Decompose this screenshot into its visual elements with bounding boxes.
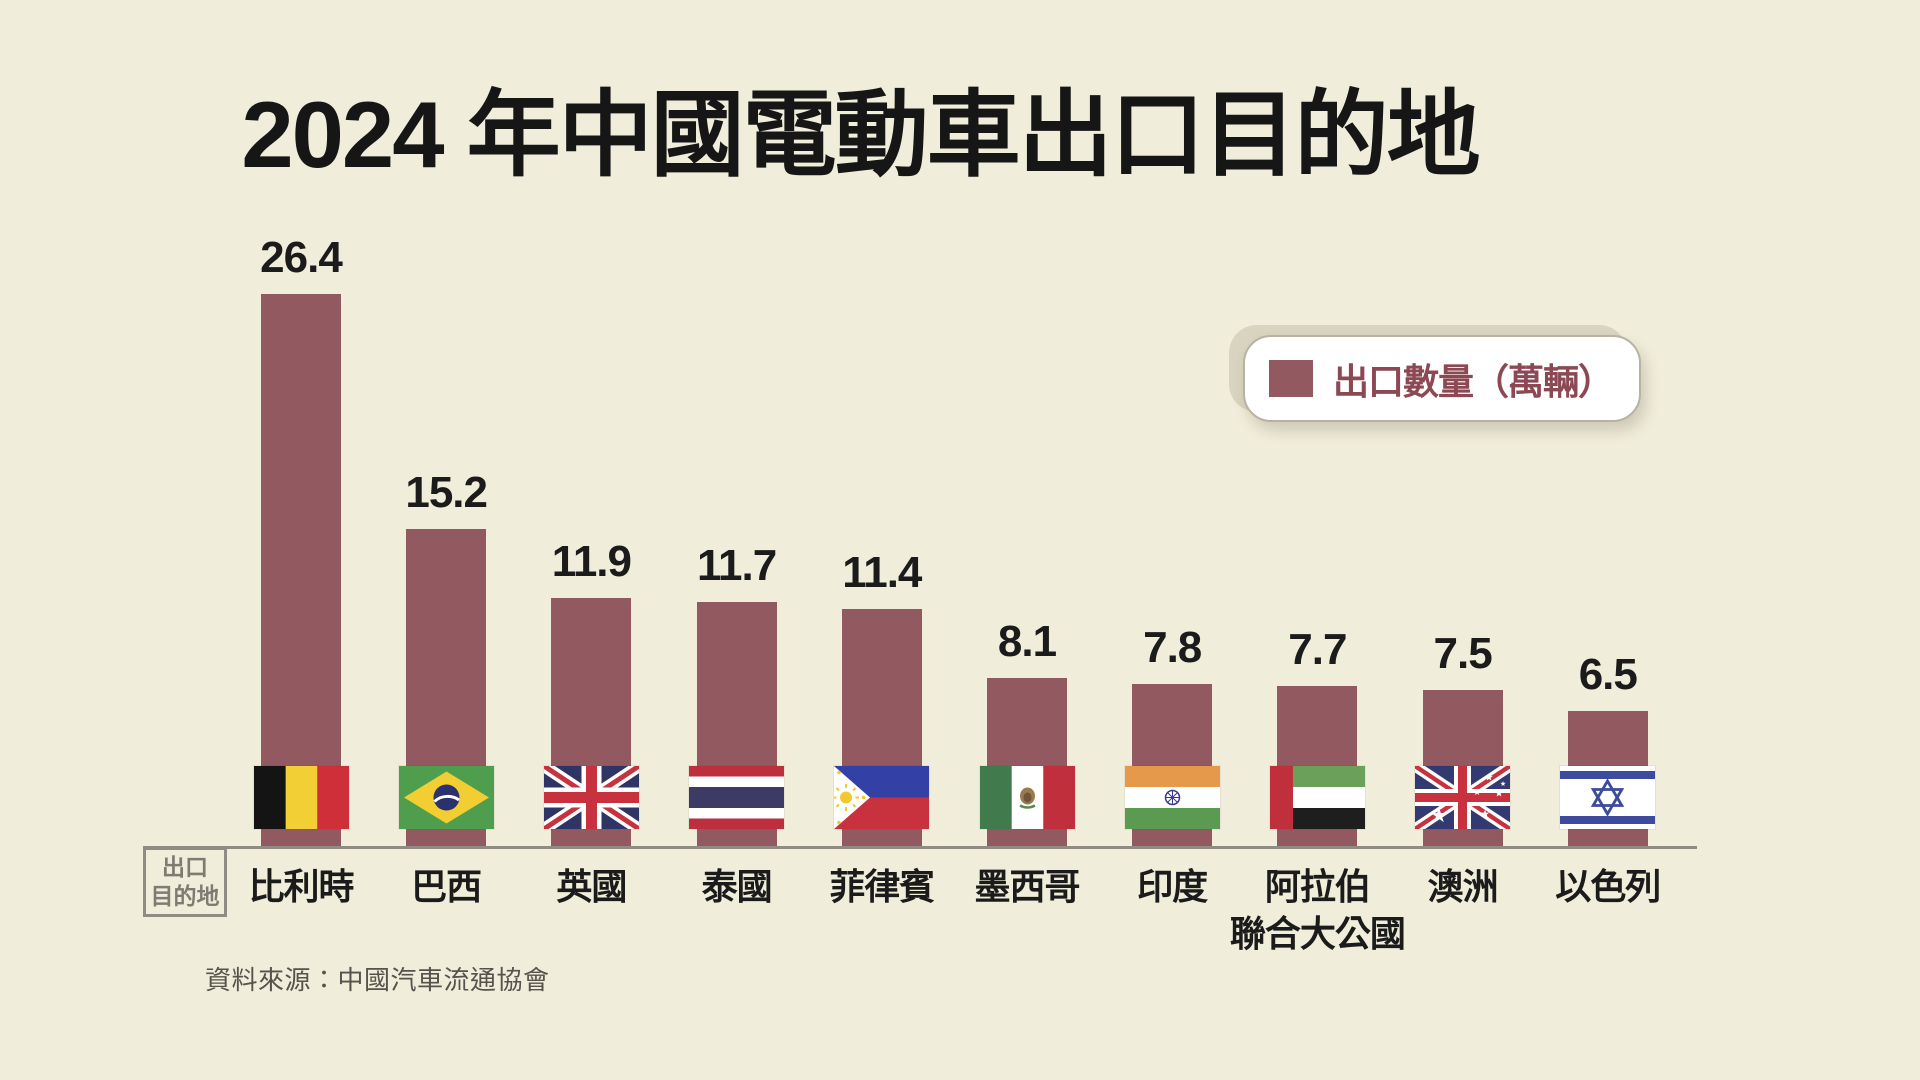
uae-flag-icon [1269, 766, 1365, 829]
bar-value-label: 15.2 [405, 468, 488, 517]
axis-origin-line1: 出口 [162, 854, 208, 881]
bar-value-label: 7.5 [1433, 629, 1493, 678]
israel-flag-icon [1560, 766, 1656, 829]
uk-flag-icon [543, 766, 639, 829]
legend: 出口數量（萬輛） [1243, 335, 1642, 422]
axis-origin-label: 出口 目的地 [143, 847, 227, 917]
page-title: 2024 年中國電動車出口目的地 [241, 82, 1480, 187]
bar-value-label: 7.7 [1288, 625, 1347, 674]
legend-label: 出口數量（萬輛） [1333, 360, 1614, 402]
category-label: 以色列 [1555, 866, 1661, 907]
bar-value-label: 11.9 [551, 537, 632, 586]
category-label: 比利時 [248, 866, 354, 907]
category-label: 英國 [556, 866, 627, 907]
bar-value-label: 8.1 [997, 617, 1057, 666]
bar-value-label: 11.7 [696, 541, 777, 590]
australia-flag-icon: ★ ★ ★ ★ ★ ★ [1415, 766, 1511, 829]
category-label: 巴西 [411, 866, 482, 907]
source-note: 資料來源：中國汽車流通協會 [205, 965, 550, 995]
mexico-flag-icon [979, 766, 1075, 829]
svg-text:★: ★ [1473, 788, 1481, 798]
svg-text:★: ★ [1485, 773, 1494, 784]
philippines-flag-icon [834, 766, 930, 829]
axis-origin-line2: 目的地 [150, 883, 220, 909]
svg-text:★: ★ [1430, 803, 1448, 827]
category-label: 泰國 [701, 866, 773, 907]
category-label: 菲律賓 [829, 866, 935, 907]
category-label: 墨西哥 [974, 866, 1080, 907]
bar-value-label: 11.4 [842, 548, 922, 597]
bar [261, 294, 341, 848]
bar-value-label: 6.5 [1578, 650, 1638, 699]
svg-text:★: ★ [1480, 808, 1490, 821]
india-flag-icon [1124, 766, 1220, 829]
x-axis-line [143, 846, 1697, 849]
category-label: 印度 [1137, 866, 1208, 907]
category-label: 澳洲 [1427, 866, 1499, 907]
bar-value-label: 26.4 [260, 233, 343, 282]
svg-text:★: ★ [1500, 780, 1506, 788]
brazil-flag-icon [398, 766, 494, 829]
belgium-flag-icon [253, 766, 349, 829]
category-label: 阿拉伯 聯合大公國 [1229, 866, 1406, 954]
thailand-flag-icon [689, 766, 785, 829]
legend-swatch [1269, 360, 1313, 397]
bar-value-label: 7.8 [1143, 623, 1202, 672]
svg-text:★: ★ [1495, 789, 1504, 800]
